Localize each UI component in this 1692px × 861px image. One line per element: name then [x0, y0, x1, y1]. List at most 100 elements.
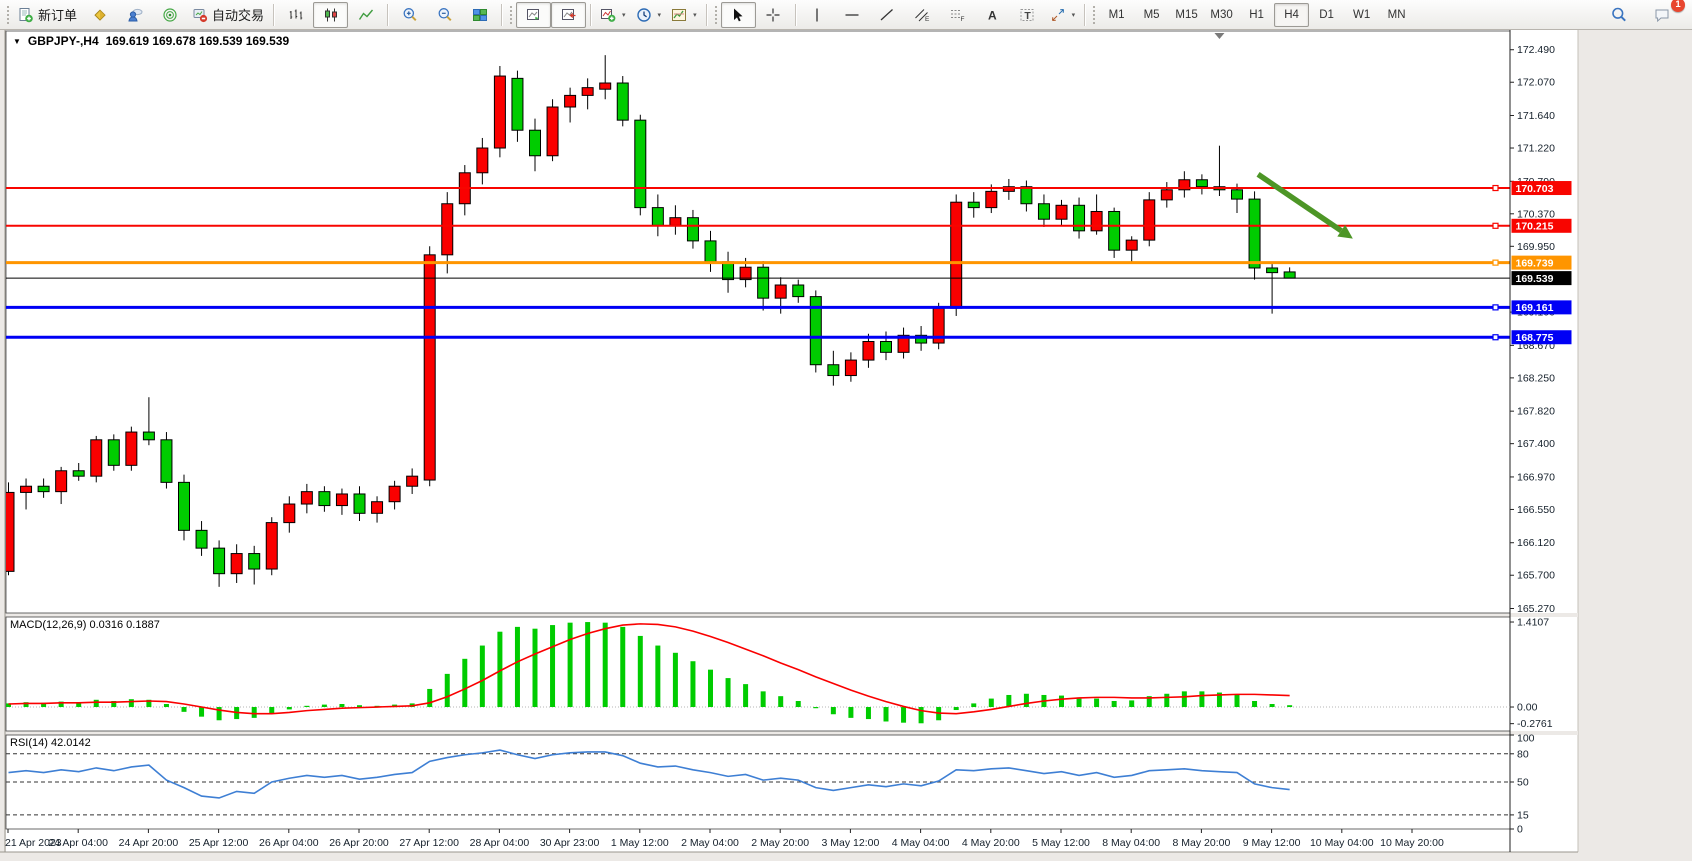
timeframe-m15-button[interactable]: M15	[1175, 8, 1198, 21]
svg-text:A: A	[988, 8, 997, 22]
candle	[72, 470, 85, 477]
line-handle[interactable]	[1492, 304, 1499, 311]
candle	[1231, 189, 1243, 200]
horizontal-line-button[interactable]	[835, 2, 870, 28]
zoom-out-button[interactable]	[427, 2, 462, 28]
timeframe-w1-button[interactable]: W1	[1352, 8, 1371, 21]
candle	[6, 491, 15, 572]
indicators-dropdown-icon[interactable]: ▾	[622, 11, 626, 19]
macd-bar	[251, 707, 257, 718]
new-order-button[interactable]: 新订单	[13, 2, 82, 28]
pane-splitter[interactable]	[6, 613, 1578, 617]
fibonacci-button[interactable]: F	[940, 2, 975, 28]
text-label-button[interactable]: T	[1010, 2, 1045, 28]
metaeditor-button[interactable]	[82, 2, 117, 28]
timeframe-m30-button[interactable]: M30	[1210, 8, 1233, 21]
bar-chart-icon	[288, 7, 304, 23]
macd-bar	[901, 707, 907, 723]
cursor-button[interactable]	[720, 1, 756, 28]
chart-shift-button[interactable]	[551, 1, 587, 28]
toolbar-separator	[501, 3, 503, 26]
line-chart-button[interactable]	[348, 2, 383, 28]
chart-shift-marker[interactable]	[1214, 33, 1225, 39]
zoom-in-button[interactable]	[392, 2, 427, 28]
timeframe-h4-button[interactable]: H4	[1274, 2, 1310, 27]
candle	[722, 261, 735, 281]
indicators-button[interactable]: ▾	[595, 2, 631, 28]
toolbar-grip[interactable]	[1092, 4, 1097, 25]
timeframe-d1-button[interactable]: D1	[1319, 8, 1334, 21]
rsi-tick-label: 0	[1517, 824, 1523, 836]
toolbar-grip[interactable]	[6, 4, 10, 25]
macd-signal-line	[8, 623, 1290, 715]
candle	[493, 75, 506, 149]
templates-dropdown-icon[interactable]: ▾	[693, 11, 697, 19]
timeframe-mn-button[interactable]: MN	[1387, 8, 1406, 21]
indicators-icon	[600, 7, 616, 23]
macd-bar	[743, 684, 749, 708]
line-handle[interactable]	[1492, 334, 1499, 341]
candle	[792, 284, 805, 298]
arrow-annotation[interactable]	[1256, 172, 1353, 239]
macd-bar	[146, 699, 152, 708]
macd-bar	[181, 707, 187, 712]
macd-bar	[321, 704, 327, 708]
horizontal-lines-layer[interactable]	[6, 184, 1510, 341]
candle	[283, 503, 296, 524]
macd-bar	[1094, 698, 1100, 708]
toolbar-right-group: 1	[1601, 0, 1689, 28]
time-tick-label: 26 Apr 20:00	[329, 837, 389, 849]
crosshair-button[interactable]	[756, 2, 791, 28]
chat-button[interactable]: 1	[1644, 0, 1685, 28]
arrows-button[interactable]: ▾	[1045, 2, 1081, 28]
arrows-dropdown-icon[interactable]: ▾	[1071, 11, 1076, 19]
text-button[interactable]: A	[975, 2, 1010, 28]
toolbar-grip[interactable]	[713, 4, 718, 25]
candle	[107, 439, 120, 466]
search-button[interactable]	[1601, 2, 1636, 28]
timeframe-h1-button[interactable]: H1	[1249, 8, 1264, 21]
line-handle[interactable]	[1492, 222, 1499, 229]
chart-expand-icon[interactable]: ▼	[13, 36, 21, 46]
macd-bar	[567, 622, 573, 708]
candle	[441, 203, 454, 256]
bar-chart-button[interactable]	[278, 2, 313, 28]
timeframe-m5-button[interactable]: M5	[1143, 8, 1160, 21]
toolbar-separator	[590, 3, 592, 26]
time-tick-label: 2 May 04:00	[681, 837, 739, 849]
candle	[985, 190, 998, 209]
periods-icon	[636, 7, 652, 23]
timeframe-m1-button[interactable]: M1	[1108, 8, 1125, 21]
svg-text:F: F	[961, 16, 965, 23]
auto-scroll-button[interactable]	[516, 1, 552, 28]
toolbar-grip[interactable]	[509, 4, 514, 25]
templates-button[interactable]: ▾	[666, 2, 702, 28]
pane-splitter[interactable]	[6, 731, 1578, 735]
mql5-community-button[interactable]	[117, 2, 152, 28]
equidistant-channel-button[interactable]: E	[905, 2, 940, 28]
tile-windows-button[interactable]	[462, 2, 497, 28]
line-handle[interactable]	[1492, 184, 1499, 192]
macd-bar	[602, 622, 608, 708]
candlestick-chart-button[interactable]	[313, 1, 349, 28]
vertical-line-button[interactable]	[800, 2, 835, 28]
signals-button[interactable]	[152, 2, 187, 28]
price-tick-label: 167.400	[1517, 438, 1555, 450]
periods-button[interactable]: ▾	[631, 2, 667, 28]
candle	[335, 493, 348, 507]
macd-bar	[620, 626, 626, 708]
periods-dropdown-icon[interactable]: ▾	[657, 11, 662, 19]
macd-bar	[918, 707, 924, 724]
cursor-icon	[730, 7, 746, 23]
rsi-tick-label: 100	[1517, 733, 1535, 745]
candle	[862, 341, 875, 361]
candle	[967, 201, 980, 209]
trendline-button[interactable]	[870, 2, 905, 28]
time-tick-label: 8 May 20:00	[1173, 837, 1231, 849]
templates-icon	[671, 7, 687, 23]
line-handle[interactable]	[1492, 259, 1499, 266]
autotrade-button[interactable]: 自动交易	[187, 2, 269, 28]
price-axis[interactable]: 172.490172.070171.640171.220170.790170.3…	[1509, 30, 1572, 852]
